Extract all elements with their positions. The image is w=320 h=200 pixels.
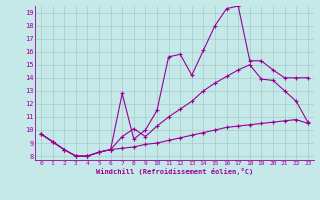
X-axis label: Windchill (Refroidissement éolien,°C): Windchill (Refroidissement éolien,°C) bbox=[96, 168, 253, 175]
